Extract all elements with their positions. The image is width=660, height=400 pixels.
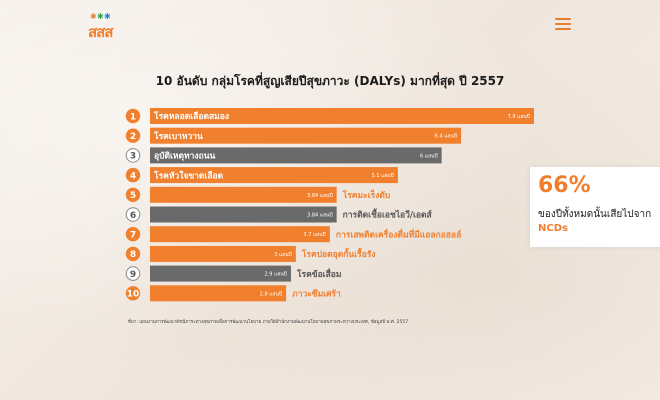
category-label: โรคข้อเสื่อม (296, 267, 342, 280)
bar (150, 108, 534, 124)
category-label: โรคมะเร็งตับ (342, 188, 391, 201)
rank-label: 1 (130, 112, 136, 122)
callout-ncds: NCDs (538, 223, 568, 234)
category-label: การติดเชื้อเอชไอวี/เอดส์ (343, 208, 433, 221)
source-note: ที่มา: แผนงานการพัฒนาดัชนีภาระทางสุขภาพเ… (128, 320, 409, 325)
bar (150, 245, 296, 262)
rank-label: 9 (130, 270, 136, 280)
rank-badge (125, 266, 141, 281)
rank-badge (125, 227, 141, 242)
category-label: โรคปอดอุดกั้นเรื้อรัง (301, 247, 376, 260)
category-label: การเสพติดเครื่องดื่มที่มีแอลกอฮอล์ (336, 227, 462, 240)
menu-line (555, 28, 571, 30)
sss-logo[interactable]: ✱ ✱ ✱ สสส (88, 12, 128, 42)
ncd-callout-card: 66% ของปีทั้งหมดนั้นเสียไปจาก NCDs (530, 167, 660, 247)
rank-badge (125, 128, 141, 143)
bar (150, 127, 462, 144)
value-label: 7.9 แสนปี (508, 113, 530, 120)
value-label: 3.7 แสนปี (303, 231, 325, 238)
bar (150, 285, 287, 302)
bar (150, 147, 442, 164)
rank-badge (125, 246, 141, 262)
callout-text: ของปีทั้งหมดนั้นเสียไปจาก (538, 209, 652, 220)
value-label: 6 แสนปี (420, 152, 438, 159)
logo-star-icon: ✱ (104, 12, 111, 21)
logo-text: สสส (88, 23, 113, 41)
menu-line (555, 18, 571, 20)
rank-label: 4 (130, 171, 136, 181)
rank-label: 7 (130, 231, 136, 241)
value-label: 6.4 แสนปี (435, 133, 457, 140)
rank-badge (125, 108, 141, 124)
bar (150, 265, 291, 282)
bar (150, 186, 337, 203)
rank-badge (125, 286, 141, 301)
rank-label: 2 (130, 132, 136, 142)
logo-star-icon: ✱ (97, 12, 104, 21)
callout-percent: 66% (538, 173, 591, 198)
bar (150, 167, 398, 184)
category-label: โรคหัวใจขาดเลือด (153, 170, 224, 181)
rank-label: 10 (127, 290, 140, 300)
rank-badge (125, 148, 141, 163)
rank-badge (125, 187, 141, 202)
value-label: 2.9 แสนปี (265, 271, 287, 278)
category-label: โรคหลอดเลือดสมอง (153, 111, 229, 122)
value-label: 3 แสนปี (274, 251, 292, 258)
rank-label: 5 (130, 191, 136, 201)
value-label: 2.8 แสนปี (260, 290, 282, 297)
rank-label: 3 (130, 152, 136, 162)
rank-label: 6 (130, 211, 136, 221)
value-label: 3.84 แสนปี (307, 192, 333, 199)
bar (150, 206, 337, 223)
category-label: ภาวะซึมเศร้า (292, 289, 341, 300)
rank-badge (125, 207, 141, 222)
hamburger-menu-icon[interactable] (555, 18, 571, 30)
value-label: 3.84 แสนปี (307, 212, 333, 219)
category-label: โรคเบาหวาน (153, 131, 203, 142)
chart-title: 10 อันดับ กลุ่มโรคที่สูญเสียปีสุขภาวะ (D… (155, 74, 505, 88)
value-label: 5.1 แสนปี (371, 172, 393, 179)
category-label: อุบัติเหตุทางถนน (154, 151, 216, 162)
logo-star-icon: ✱ (90, 12, 97, 21)
rank-badge (125, 167, 141, 183)
menu-line (555, 23, 571, 25)
bar (150, 226, 330, 243)
rank-label: 8 (130, 250, 136, 260)
